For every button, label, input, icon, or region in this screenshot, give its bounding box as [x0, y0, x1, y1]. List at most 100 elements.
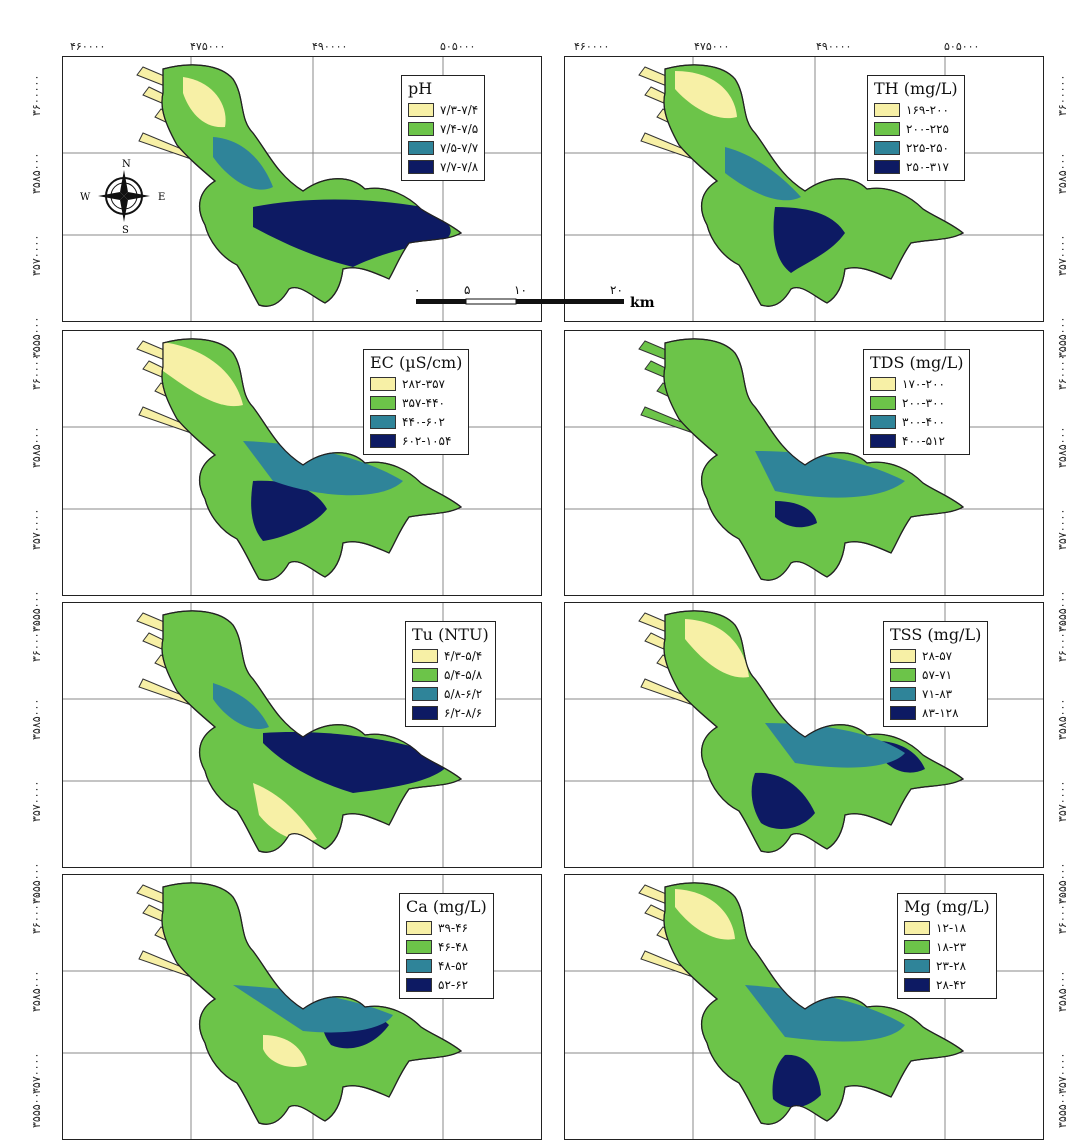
- legend-swatch: [412, 686, 438, 701]
- y-tick-label: ۳۵۷۰۰۰۰: [1056, 780, 1069, 822]
- legend-range-label: ۲۸۲-۳۵۷: [402, 376, 446, 391]
- y-tick-label: ۳۵۸۵۰۰۰: [30, 152, 43, 194]
- legend-entry: ۴۸-۵۲: [406, 956, 487, 975]
- legend-range-label: ۱۲-۱۸: [936, 920, 967, 935]
- class-zone: [213, 137, 273, 190]
- legend-entry: ۳۹-۴۶: [406, 918, 487, 937]
- y-tick-label: ۳۵۸۵۰۰۰: [30, 426, 43, 468]
- map-panel: Ca (mg/L) ۳۹-۴۶ ۴۶-۴۸ ۴۸-۵۲ ۵۲-۶۲: [62, 874, 542, 1140]
- y-tick-label: ۳۶۰۰۰۰۰: [1056, 348, 1069, 390]
- legend-entry: ۵/۸-۶/۲: [412, 684, 489, 703]
- legend-range-label: ۲۰۰-۲۲۵: [906, 121, 950, 136]
- legend-swatch: [890, 686, 916, 701]
- map-panel: pH ۷/۳-۷/۴ ۷/۴-۷/۵ ۷/۵-۷/۷ ۷/۷-۷/۸: [62, 56, 542, 322]
- legend-swatch: [904, 958, 930, 973]
- legend-entry: ۳۵۷-۴۴۰: [370, 393, 462, 412]
- legend-range-label: ۳۹-۴۶: [438, 920, 469, 935]
- legend: TH (mg/L) ۱۶۹-۲۰۰ ۲۰۰-۲۲۵ ۲۲۵-۲۵۰ ۲۵۰-۳۱۷: [867, 75, 965, 181]
- legend-range-label: ۷/۳-۷/۴: [440, 102, 479, 117]
- legend-range-label: ۳۰۰-۴۰۰: [902, 414, 946, 429]
- x-tick-label: ۴۶۰۰۰۰: [574, 40, 610, 53]
- legend-range-label: ۲۸-۴۲: [936, 977, 967, 992]
- legend-entry: ۷/۳-۷/۴: [408, 100, 478, 119]
- legend-swatch: [412, 705, 438, 720]
- legend-swatch: [408, 102, 434, 117]
- legend-entry: ۵۷-۷۱: [890, 665, 981, 684]
- class-zone: [253, 783, 317, 842]
- legend-range-label: ۷/۷-۷/۸: [440, 159, 479, 174]
- x-tick-label: ۴۹۰۰۰۰: [816, 40, 852, 53]
- legend-swatch: [870, 433, 896, 448]
- legend: EC (µS/cm) ۲۸۲-۳۵۷ ۳۵۷-۴۴۰ ۴۴۰-۶۰۲ ۶۰۲-۱۰۵۴: [363, 349, 470, 455]
- y-tick-label: ۳۵۷۰۰۰۰: [30, 234, 43, 276]
- y-tick-label: ۳۵۸۵۰۰۰: [1056, 698, 1069, 740]
- class-zone: [253, 199, 451, 267]
- legend-swatch: [870, 414, 896, 429]
- legend-entry: ۲۸-۵۷: [890, 646, 981, 665]
- reservoir-map: [63, 331, 541, 595]
- y-tick-label: ۳۵۷۰۰۰۰: [1056, 508, 1069, 550]
- x-tick-label: ۴۷۵۰۰۰: [190, 40, 226, 53]
- x-tick-label: ۴۶۰۰۰۰: [70, 40, 106, 53]
- legend: Mg (mg/L) ۱۲-۱۸ ۱۸-۲۳ ۲۳-۲۸ ۲۸-۴۲: [897, 893, 997, 999]
- legend-swatch: [370, 395, 396, 410]
- legend-title: Tu (NTU): [412, 625, 489, 644]
- x-tick-label: ۵۰۵۰۰۰: [440, 40, 476, 53]
- legend-entry: ۴۴۰-۶۰۲: [370, 412, 462, 431]
- legend-range-label: ۵۷-۷۱: [922, 667, 953, 682]
- legend-range-label: ۲۳-۲۸: [936, 958, 967, 973]
- legend-entry: ۲۳-۲۸: [904, 956, 990, 975]
- legend-range-label: ۱۷۰-۲۰۰: [902, 376, 946, 391]
- map-panel: TDS (mg/L) ۱۷۰-۲۰۰ ۲۰۰-۳۰۰ ۳۰۰-۴۰۰ ۴۰۰-۵۱۲: [564, 330, 1044, 596]
- legend-range-label: ۷/۴-۷/۵: [440, 121, 479, 136]
- legend-swatch: [904, 920, 930, 935]
- class-zone: [213, 683, 269, 729]
- legend-range-label: ۷/۵-۷/۷: [440, 140, 479, 155]
- y-tick-label: ۳۶۰۰۰۰۰: [30, 74, 43, 116]
- legend-range-label: ۲۲۵-۲۵۰: [906, 140, 950, 155]
- class-zone: [251, 480, 327, 541]
- class-zone: [772, 1054, 821, 1108]
- class-zone: [773, 207, 845, 273]
- class-zone: [675, 71, 737, 119]
- legend-entry: ۸۳-۱۲۸: [890, 703, 981, 722]
- legend-swatch: [370, 376, 396, 391]
- reservoir-map: [565, 875, 1043, 1139]
- legend-swatch: [370, 433, 396, 448]
- legend-range-label: ۴۰۰-۵۱۲: [902, 433, 946, 448]
- legend: pH ۷/۳-۷/۴ ۷/۴-۷/۵ ۷/۵-۷/۷ ۷/۷-۷/۸: [401, 75, 486, 181]
- legend-entry: ۷/۷-۷/۸: [408, 157, 478, 176]
- legend-range-label: ۴۴۰-۶۰۲: [402, 414, 446, 429]
- legend-swatch: [874, 140, 900, 155]
- legend-range-label: ۱۸-۲۳: [936, 939, 967, 954]
- y-tick-label: ۳۵۷۰۰۰۰: [30, 780, 43, 822]
- class-zone: [755, 451, 905, 498]
- map-panel: Tu (NTU) ۴/۳-۵/۴ ۵/۴-۵/۸ ۵/۸-۶/۲ ۶/۲-۸/۶: [62, 602, 542, 868]
- y-tick-label: ۳۵۵۵۰۰۰: [30, 1086, 43, 1128]
- legend-entry: ۲۰۰-۳۰۰: [870, 393, 963, 412]
- legend-entry: ۶۰۲-۱۰۵۴: [370, 431, 462, 450]
- x-tick-label: ۴۷۵۰۰۰: [694, 40, 730, 53]
- legend-swatch: [406, 958, 432, 973]
- legend: Ca (mg/L) ۳۹-۴۶ ۴۶-۴۸ ۴۸-۵۲ ۵۲-۶۲: [399, 893, 494, 999]
- legend: TDS (mg/L) ۱۷۰-۲۰۰ ۲۰۰-۳۰۰ ۳۰۰-۴۰۰ ۴۰۰-۵۱۲: [863, 349, 971, 455]
- legend-entry: ۷۱-۸۳: [890, 684, 981, 703]
- legend-swatch: [406, 977, 432, 992]
- legend-range-label: ۱۶۹-۲۰۰: [906, 102, 950, 117]
- north-arrow-icon: N S W E: [76, 158, 172, 236]
- class-zone: [183, 77, 226, 128]
- legend-swatch: [408, 121, 434, 136]
- legend-range-label: ۴۸-۵۲: [438, 958, 469, 973]
- y-tick-label: ۳۵۷۰۰۰۰: [30, 508, 43, 550]
- legend-range-label: ۵۲-۶۲: [438, 977, 469, 992]
- y-tick-label: ۳۵۸۵۰۰۰: [30, 698, 43, 740]
- scale-unit: km: [630, 295, 655, 311]
- y-tick-label: ۳۵۵۵۰۰۰: [1056, 1086, 1069, 1128]
- y-tick-label: ۳۶۰۰۰۰۰: [1056, 892, 1069, 934]
- class-zone: [751, 772, 815, 829]
- legend: Tu (NTU) ۴/۳-۵/۴ ۵/۴-۵/۸ ۵/۸-۶/۲ ۶/۲-۸/۶: [405, 621, 496, 727]
- y-tick-label: ۳۵۸۵۰۰۰: [1056, 970, 1069, 1012]
- legend-swatch: [412, 667, 438, 682]
- legend-entry: ۲۲۵-۲۵۰: [874, 138, 958, 157]
- legend-title: Mg (mg/L): [904, 897, 990, 916]
